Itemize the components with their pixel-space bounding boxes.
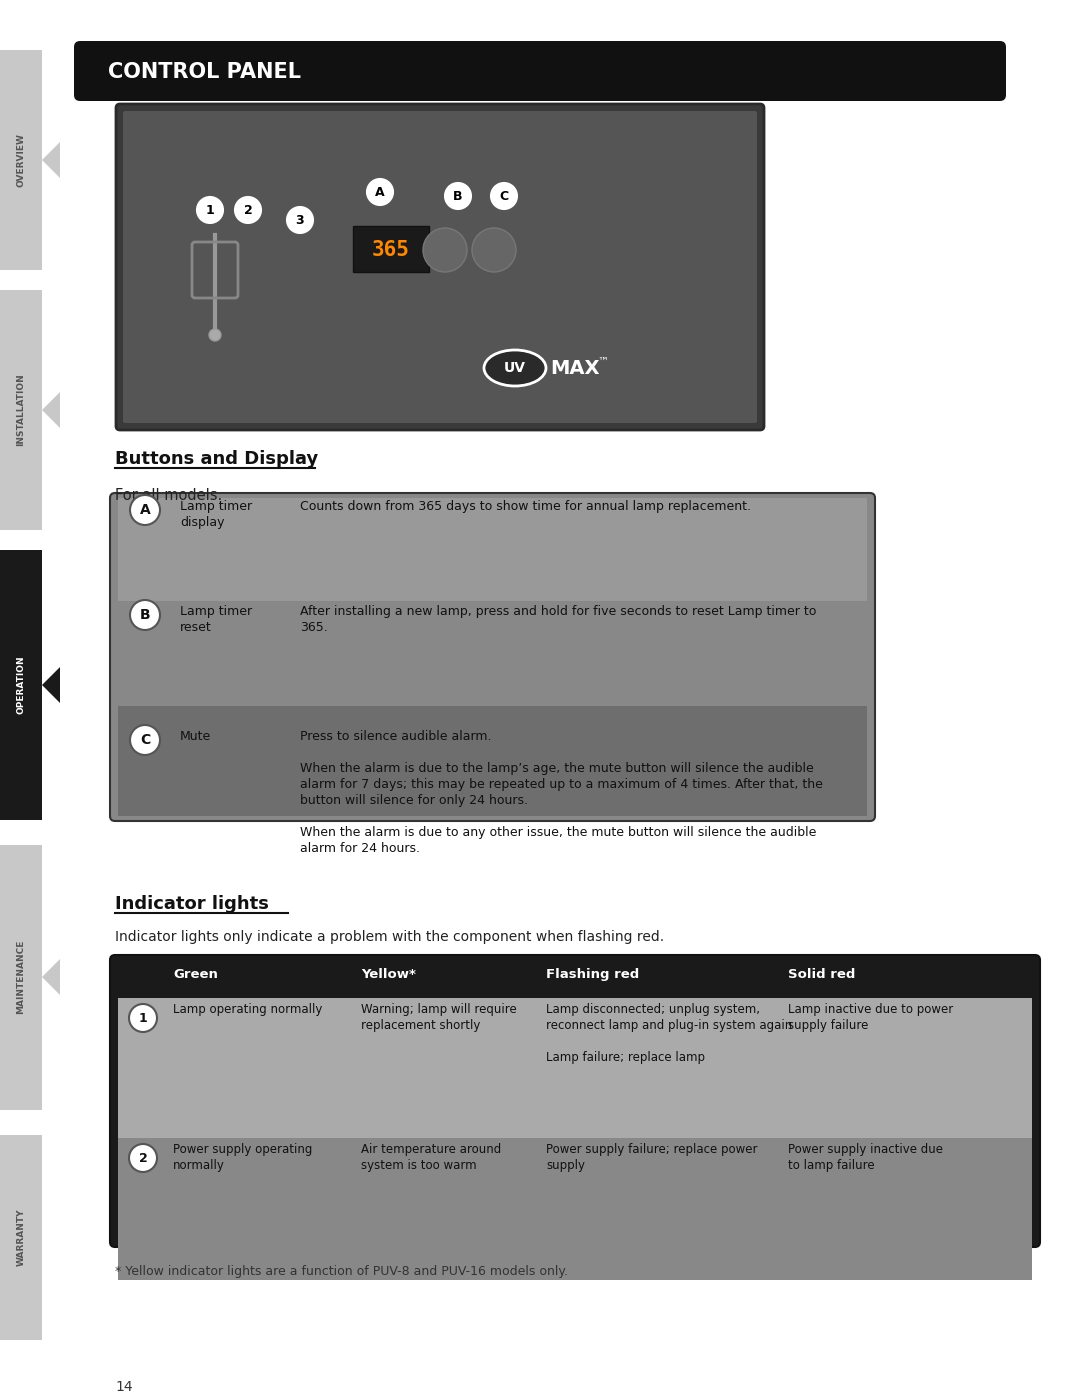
FancyBboxPatch shape xyxy=(0,291,42,529)
Polygon shape xyxy=(42,958,60,995)
Text: CONTROL PANEL: CONTROL PANEL xyxy=(108,61,301,82)
Text: MAX: MAX xyxy=(550,359,599,377)
Text: Mute: Mute xyxy=(180,731,212,743)
Text: 3: 3 xyxy=(296,214,305,226)
Text: Lamp timer
display: Lamp timer display xyxy=(180,500,252,529)
Text: Press to silence audible alarm.

When the alarm is due to the lamp’s age, the mu: Press to silence audible alarm. When the… xyxy=(300,731,823,855)
Text: 2: 2 xyxy=(138,1151,147,1165)
Text: Lamp disconnected; unplug system,
reconnect lamp and plug-in system again

Lamp : Lamp disconnected; unplug system, reconn… xyxy=(546,1003,793,1065)
Text: B: B xyxy=(139,608,150,622)
Text: 2: 2 xyxy=(244,204,253,217)
Circle shape xyxy=(129,1144,157,1172)
FancyBboxPatch shape xyxy=(116,103,764,430)
Circle shape xyxy=(287,207,313,233)
Circle shape xyxy=(197,197,222,224)
Text: 14: 14 xyxy=(114,1380,133,1394)
Text: Lamp timer
reset: Lamp timer reset xyxy=(180,605,252,634)
Circle shape xyxy=(210,330,221,341)
FancyBboxPatch shape xyxy=(0,50,42,270)
FancyBboxPatch shape xyxy=(118,960,1032,997)
Circle shape xyxy=(235,197,261,224)
Text: MAINTENANCE: MAINTENANCE xyxy=(16,940,26,1014)
Circle shape xyxy=(130,495,160,525)
Text: Indicator lights only indicate a problem with the component when flashing red.: Indicator lights only indicate a problem… xyxy=(114,930,664,944)
Text: UV: UV xyxy=(504,360,526,374)
FancyBboxPatch shape xyxy=(0,550,42,820)
Text: Power supply operating
normally: Power supply operating normally xyxy=(173,1143,312,1172)
Circle shape xyxy=(130,599,160,630)
Text: 1: 1 xyxy=(138,1011,147,1024)
Text: For all models.: For all models. xyxy=(114,488,222,503)
FancyBboxPatch shape xyxy=(118,1139,1032,1280)
Text: A: A xyxy=(139,503,150,517)
Text: Power supply failure; replace power
supply: Power supply failure; replace power supp… xyxy=(546,1143,757,1172)
FancyBboxPatch shape xyxy=(118,497,867,601)
Text: Counts down from 365 days to show time for annual lamp replacement.: Counts down from 365 days to show time f… xyxy=(300,500,751,513)
Text: C: C xyxy=(499,190,509,203)
Text: C: C xyxy=(140,733,150,747)
Text: After installing a new lamp, press and hold for five seconds to reset Lamp timer: After installing a new lamp, press and h… xyxy=(300,605,816,634)
FancyBboxPatch shape xyxy=(0,845,42,1111)
Text: Solid red: Solid red xyxy=(788,968,855,981)
FancyBboxPatch shape xyxy=(118,705,867,816)
FancyBboxPatch shape xyxy=(118,601,867,705)
Text: Warning; lamp will require
replacement shortly: Warning; lamp will require replacement s… xyxy=(361,1003,516,1032)
Text: Lamp operating normally: Lamp operating normally xyxy=(173,1003,322,1016)
Polygon shape xyxy=(42,666,60,703)
FancyBboxPatch shape xyxy=(118,997,1032,1139)
Circle shape xyxy=(472,228,516,272)
Text: WARRANTY: WARRANTY xyxy=(16,1208,26,1266)
Text: A: A xyxy=(375,186,384,198)
Circle shape xyxy=(423,228,467,272)
Text: 365: 365 xyxy=(373,240,410,260)
Circle shape xyxy=(129,1004,157,1032)
Text: OVERVIEW: OVERVIEW xyxy=(16,133,26,187)
Polygon shape xyxy=(42,142,60,177)
FancyBboxPatch shape xyxy=(110,493,875,821)
Text: * Yellow indicator lights are a function of PUV-8 and PUV-16 models only.: * Yellow indicator lights are a function… xyxy=(114,1266,568,1278)
Text: Green: Green xyxy=(173,968,218,981)
Text: Yellow*: Yellow* xyxy=(361,968,416,981)
Circle shape xyxy=(130,725,160,754)
Text: B: B xyxy=(454,190,462,203)
Text: ™: ™ xyxy=(597,358,608,367)
FancyBboxPatch shape xyxy=(75,41,1005,101)
Polygon shape xyxy=(42,393,60,427)
Text: INSTALLATION: INSTALLATION xyxy=(16,373,26,447)
Text: Buttons and Display: Buttons and Display xyxy=(114,450,319,468)
FancyBboxPatch shape xyxy=(0,1134,42,1340)
Ellipse shape xyxy=(484,351,546,386)
Text: Power supply inactive due
to lamp failure: Power supply inactive due to lamp failur… xyxy=(788,1143,943,1172)
FancyBboxPatch shape xyxy=(110,956,1040,1248)
Circle shape xyxy=(367,179,393,205)
FancyBboxPatch shape xyxy=(123,110,757,423)
Text: 1: 1 xyxy=(205,204,214,217)
FancyBboxPatch shape xyxy=(353,226,429,272)
Text: Flashing red: Flashing red xyxy=(546,968,639,981)
Circle shape xyxy=(445,183,471,210)
Text: OPERATION: OPERATION xyxy=(16,655,26,714)
Text: Air temperature around
system is too warm: Air temperature around system is too war… xyxy=(361,1143,501,1172)
Text: Lamp inactive due to power
supply failure: Lamp inactive due to power supply failur… xyxy=(788,1003,954,1032)
Text: Indicator lights: Indicator lights xyxy=(114,895,269,914)
Circle shape xyxy=(491,183,517,210)
